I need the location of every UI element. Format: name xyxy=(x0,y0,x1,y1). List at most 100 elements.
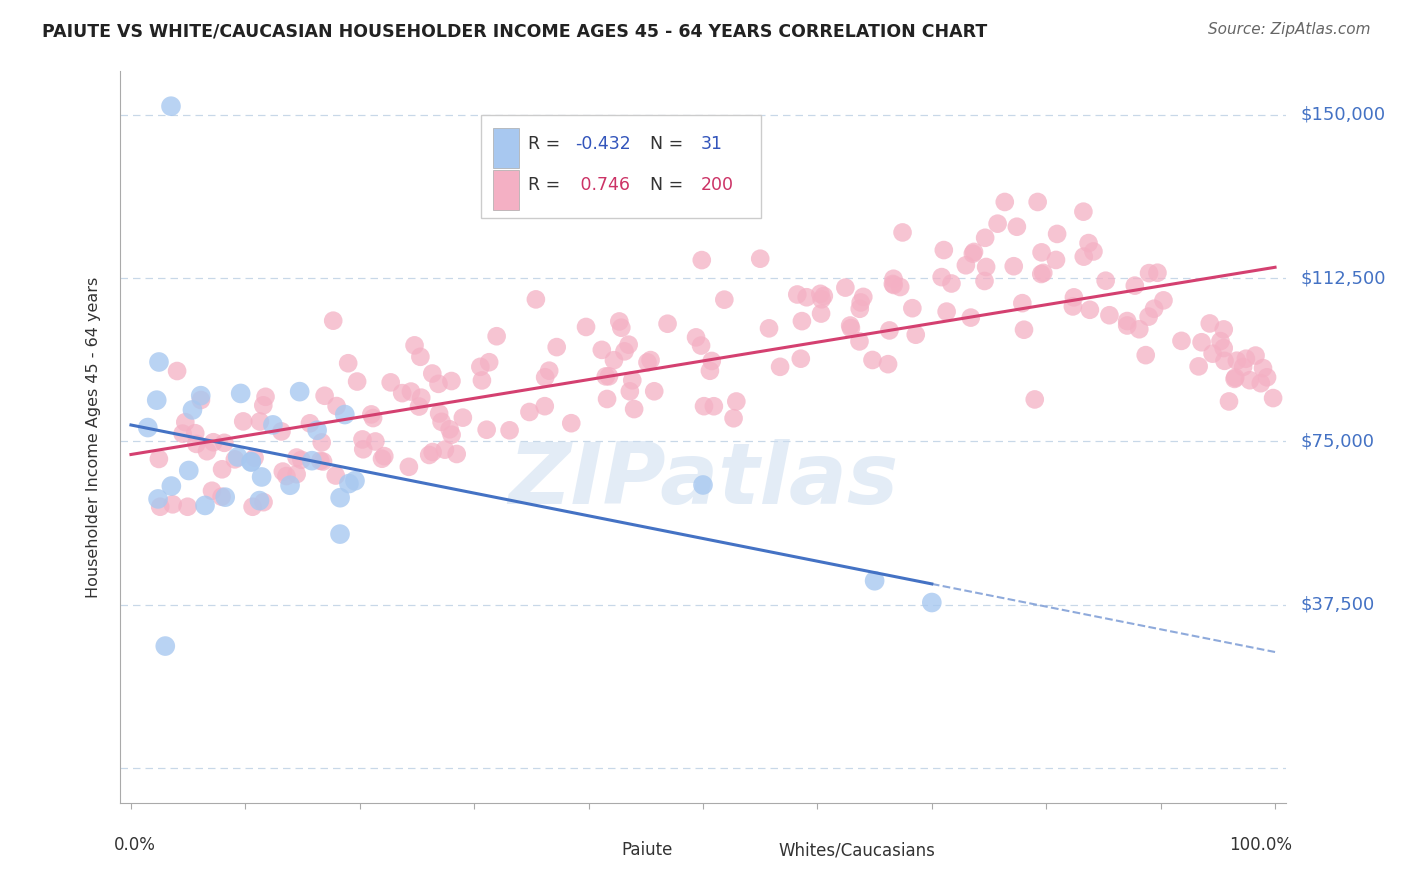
Point xyxy=(211,490,233,504)
Point xyxy=(1170,334,1192,348)
Point xyxy=(904,327,927,342)
Point xyxy=(155,639,177,653)
Point xyxy=(311,435,333,450)
Point xyxy=(700,354,723,368)
Point xyxy=(962,246,984,260)
Point xyxy=(879,323,901,337)
Point xyxy=(1232,359,1254,374)
Point xyxy=(1191,335,1213,350)
Point xyxy=(994,194,1017,209)
Point xyxy=(848,301,870,316)
Point xyxy=(546,340,568,354)
Point xyxy=(725,194,748,209)
Point xyxy=(973,274,995,288)
Point xyxy=(232,414,254,428)
Point xyxy=(1094,274,1116,288)
Point xyxy=(229,386,252,401)
Text: -0.432: -0.432 xyxy=(575,135,630,153)
Point xyxy=(769,359,792,374)
Point xyxy=(955,258,977,272)
Point xyxy=(418,448,440,462)
Point xyxy=(202,435,225,450)
Point xyxy=(1218,394,1240,409)
Point xyxy=(560,416,582,430)
Point xyxy=(1012,323,1035,337)
Point xyxy=(1116,318,1139,333)
Point xyxy=(1198,317,1220,331)
Point xyxy=(813,289,835,303)
Point xyxy=(325,468,347,483)
Point xyxy=(1123,278,1146,293)
Point xyxy=(433,442,456,457)
Point xyxy=(420,367,443,381)
Point xyxy=(252,398,274,412)
Point xyxy=(285,450,308,465)
Point xyxy=(470,359,492,374)
FancyBboxPatch shape xyxy=(494,170,519,211)
Point xyxy=(1212,341,1234,355)
Point xyxy=(288,384,311,399)
Point xyxy=(174,415,197,429)
Point xyxy=(713,293,735,307)
Point xyxy=(1261,391,1284,405)
Point xyxy=(533,399,555,413)
Point xyxy=(195,444,218,458)
Point xyxy=(690,253,713,268)
Point xyxy=(361,411,384,425)
Point xyxy=(172,426,194,441)
Point xyxy=(333,408,356,422)
Point xyxy=(519,405,541,419)
Point xyxy=(1073,204,1095,219)
Point xyxy=(595,369,617,384)
Point xyxy=(214,435,236,450)
Point xyxy=(398,459,420,474)
FancyBboxPatch shape xyxy=(581,838,613,862)
Point xyxy=(1188,359,1211,374)
Point xyxy=(194,499,217,513)
Text: 0.746: 0.746 xyxy=(575,176,630,194)
Text: ZIPatlas: ZIPatlas xyxy=(508,440,898,523)
Point xyxy=(360,408,382,422)
Point xyxy=(849,295,872,310)
Point xyxy=(932,243,955,257)
Point xyxy=(440,374,463,388)
Point xyxy=(352,442,374,457)
Point xyxy=(699,364,721,378)
Point xyxy=(863,574,886,588)
Point xyxy=(607,314,630,328)
Point xyxy=(166,364,188,378)
Point xyxy=(408,400,430,414)
Point xyxy=(181,403,204,417)
Point xyxy=(190,392,212,407)
Point xyxy=(1234,351,1257,366)
Point xyxy=(380,376,402,390)
Point xyxy=(427,376,450,391)
Point xyxy=(439,422,461,436)
Point xyxy=(1223,372,1246,386)
Point xyxy=(963,244,986,259)
Point xyxy=(475,423,498,437)
Point xyxy=(301,453,323,467)
Point xyxy=(373,449,395,463)
Point xyxy=(190,389,212,403)
Y-axis label: Householder Income Ages 45 - 64 years: Householder Income Ages 45 - 64 years xyxy=(86,277,101,598)
Point xyxy=(186,437,208,451)
Text: 0.0%: 0.0% xyxy=(114,836,156,854)
Point xyxy=(160,479,183,493)
Point xyxy=(901,301,924,316)
Point xyxy=(1116,314,1139,328)
Point xyxy=(309,454,332,468)
Point xyxy=(1031,245,1053,260)
Point xyxy=(337,356,360,370)
Point xyxy=(391,386,413,401)
Point xyxy=(352,433,374,447)
Point xyxy=(796,290,818,304)
Point xyxy=(931,270,953,285)
Point xyxy=(692,478,714,492)
Point xyxy=(226,450,249,464)
Point xyxy=(249,415,271,429)
Point xyxy=(1046,227,1069,241)
Point xyxy=(312,454,335,468)
Point xyxy=(252,495,274,509)
Point xyxy=(278,478,301,492)
